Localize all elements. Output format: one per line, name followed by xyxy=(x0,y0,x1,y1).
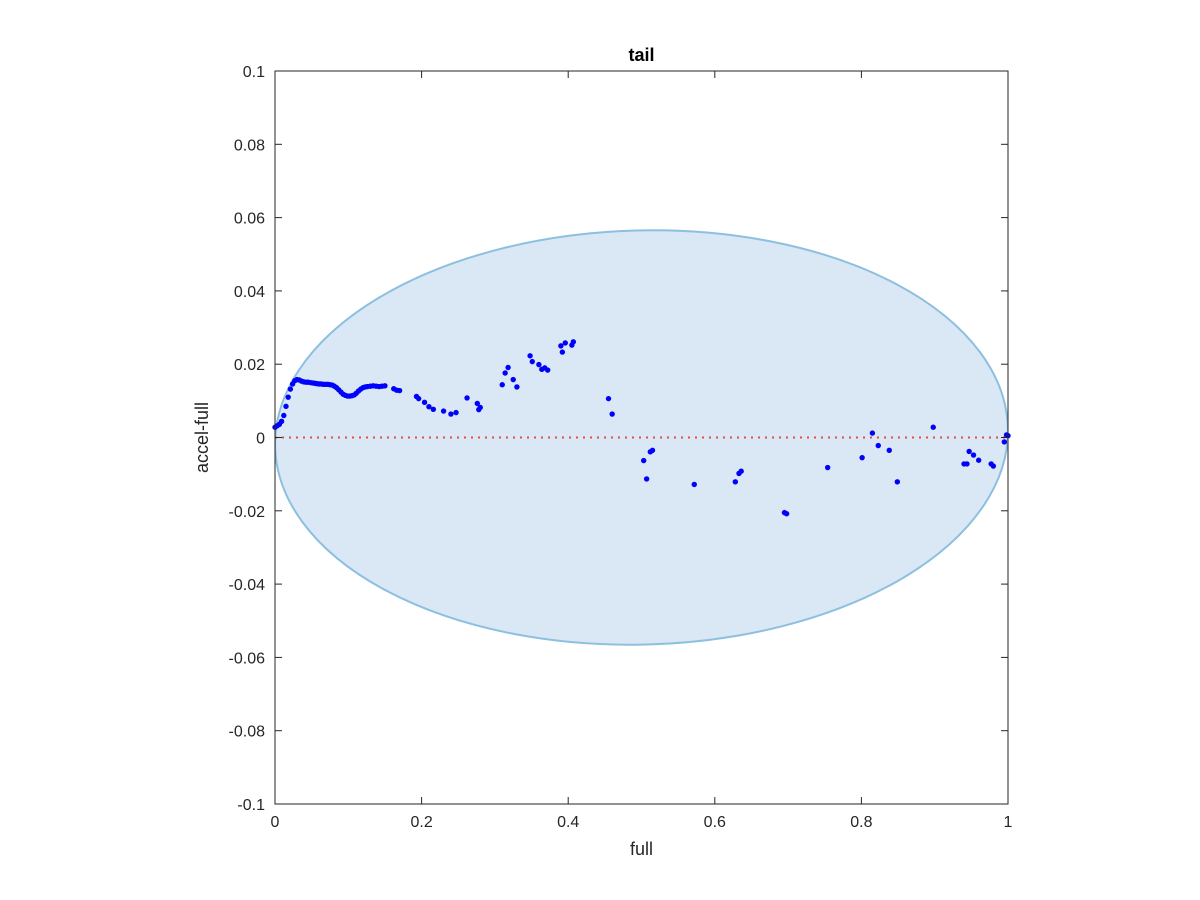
data-point xyxy=(544,367,551,373)
x-tick-label: 0.4 xyxy=(557,814,579,831)
data-point xyxy=(559,349,566,355)
data-point xyxy=(875,442,881,449)
data-point xyxy=(474,400,481,407)
y-tick-label: 0.06 xyxy=(234,211,265,228)
data-point xyxy=(643,476,650,482)
data-point xyxy=(527,353,533,359)
data-point xyxy=(609,411,615,417)
y-axis-ticks: -0.1 -0.08 -0.06 -0.04 -0.02 0 0.02 0.04 0.06 0.0… xyxy=(229,64,1008,814)
data-point xyxy=(970,452,977,458)
data-point xyxy=(281,412,287,419)
data-point xyxy=(886,447,892,454)
y-tick-label: -0.04 xyxy=(229,577,266,594)
data-point xyxy=(605,395,612,402)
data-point xyxy=(869,430,876,436)
data-point xyxy=(894,479,901,485)
data-point xyxy=(278,418,285,425)
y-tick-label: 0.1 xyxy=(243,64,265,81)
data-point xyxy=(964,461,970,467)
data-point xyxy=(421,399,428,406)
data-point xyxy=(738,468,744,474)
x-axis-ticks: 0 0.2 0.4 0.6 0.8 1 xyxy=(271,71,1013,831)
data-point xyxy=(396,387,403,394)
data-point xyxy=(640,457,647,464)
data-point xyxy=(732,479,739,485)
data-point xyxy=(562,340,568,346)
data-point xyxy=(505,364,511,371)
data-point xyxy=(382,383,388,389)
data-points xyxy=(272,339,1011,517)
data-point xyxy=(464,395,470,401)
y-axis-label: accel-full xyxy=(192,402,212,473)
y-tick-label: -0.1 xyxy=(237,797,265,814)
y-tick-label: -0.02 xyxy=(229,504,266,521)
data-point xyxy=(448,411,454,417)
x-tick-label: 0 xyxy=(271,814,280,831)
data-point xyxy=(529,358,535,365)
data-point xyxy=(536,361,542,368)
data-point xyxy=(783,511,790,517)
y-tick-label: 0.08 xyxy=(234,137,265,154)
y-tick-label: 0.02 xyxy=(234,357,265,374)
data-point xyxy=(430,406,437,412)
data-point xyxy=(510,376,516,383)
x-axis-label: full xyxy=(630,839,653,859)
x-tick-label: 1 xyxy=(1004,814,1013,831)
data-point xyxy=(570,339,577,345)
data-point xyxy=(859,454,865,461)
y-tick-label: 0.04 xyxy=(234,284,265,301)
y-tick-label: -0.06 xyxy=(229,650,266,667)
data-point xyxy=(975,457,982,463)
x-tick-label: 0.2 xyxy=(410,814,432,831)
data-point xyxy=(1001,439,1008,445)
chart-title: tail xyxy=(628,45,654,65)
data-point xyxy=(453,409,459,416)
data-point xyxy=(426,404,432,410)
x-tick-label: 0.6 xyxy=(704,814,726,831)
data-point xyxy=(476,406,482,413)
data-point xyxy=(966,448,972,455)
data-point xyxy=(287,386,294,392)
data-point xyxy=(502,370,508,376)
plot-area xyxy=(272,70,1011,805)
x-tick-label: 0.8 xyxy=(850,814,872,831)
y-tick-label: -0.08 xyxy=(229,724,266,741)
data-point xyxy=(283,403,289,410)
data-point xyxy=(558,343,564,349)
data-point xyxy=(930,424,936,430)
y-tick-label: 0 xyxy=(256,431,265,448)
data-point xyxy=(990,463,997,469)
data-point xyxy=(691,481,697,488)
data-point xyxy=(285,394,291,400)
data-point xyxy=(514,384,520,390)
data-point xyxy=(649,447,656,454)
data-point xyxy=(499,382,505,388)
data-point xyxy=(440,408,447,414)
data-point xyxy=(415,395,422,402)
data-point xyxy=(824,464,831,471)
